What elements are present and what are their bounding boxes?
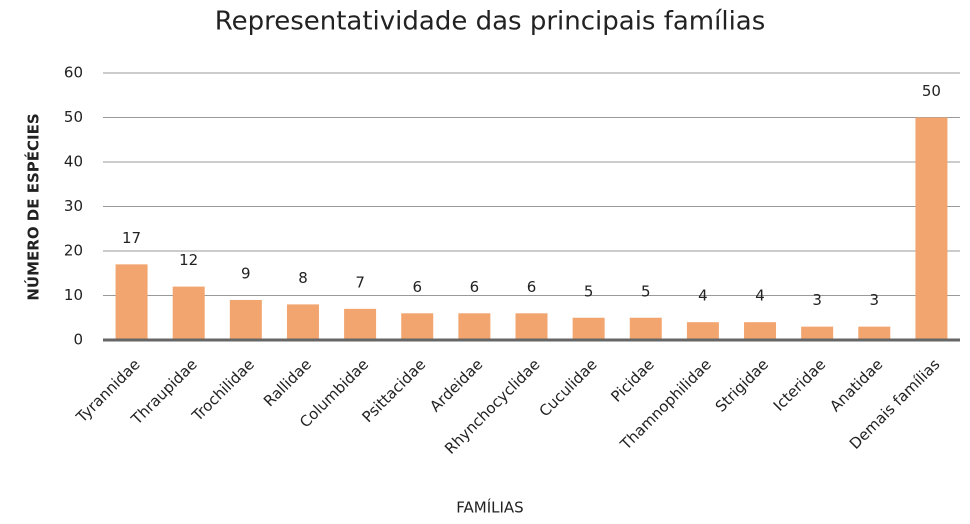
value-label: 9: [241, 264, 251, 282]
bar: [629, 317, 662, 340]
y-tick-label: 20: [64, 242, 83, 260]
y-tick-label: 50: [64, 108, 83, 126]
bar: [286, 304, 319, 340]
value-label: 8: [298, 269, 308, 287]
x-tick-label: Cuculidae: [536, 355, 601, 420]
x-tick-label: Picidae: [607, 355, 657, 405]
bar: [686, 322, 719, 340]
value-label: 4: [698, 287, 708, 305]
bar: [115, 264, 148, 340]
bar: [801, 326, 834, 340]
bar: [229, 299, 262, 340]
value-label: 12: [179, 251, 198, 269]
bar: [458, 313, 491, 340]
x-tick-label: Ardeidae: [426, 355, 486, 415]
bar: [172, 286, 205, 340]
value-label: 4: [755, 287, 765, 305]
bar: [744, 322, 777, 340]
bar: [401, 313, 434, 340]
value-label: 6: [470, 278, 480, 296]
value-label: 17: [122, 229, 141, 247]
y-tick-label: 40: [64, 153, 83, 171]
y-tick-label: 30: [64, 197, 83, 215]
chart-title: Representatividade das principais famíli…: [215, 7, 766, 37]
x-tick-label: Strigidae: [712, 355, 772, 415]
value-label: 6: [527, 278, 537, 296]
value-label: 50: [922, 82, 941, 100]
x-tick-label: Icteridae: [770, 355, 829, 414]
x-axis-label: FAMÍLIAS: [456, 498, 523, 517]
value-label: 7: [355, 273, 365, 291]
y-tick-label: 0: [73, 331, 83, 349]
x-tick-label: Anatidae: [826, 355, 886, 415]
bar: [858, 326, 891, 340]
y-tick-label: 60: [64, 64, 83, 82]
value-label: 5: [584, 282, 594, 300]
value-label: 5: [641, 282, 651, 300]
bar: [344, 308, 377, 340]
y-axis-label: NÚMERO DE ESPÉCIES: [24, 113, 43, 300]
value-label: 3: [870, 291, 880, 309]
x-tick-label: Rhynchocyclidae: [441, 355, 543, 457]
value-label: 6: [412, 278, 422, 296]
x-tick-label: Rallidae: [260, 355, 315, 410]
y-tick-label: 10: [64, 286, 83, 304]
bar: [515, 313, 548, 340]
bar: [915, 117, 948, 340]
bar: [572, 317, 605, 340]
value-label: 3: [812, 291, 822, 309]
